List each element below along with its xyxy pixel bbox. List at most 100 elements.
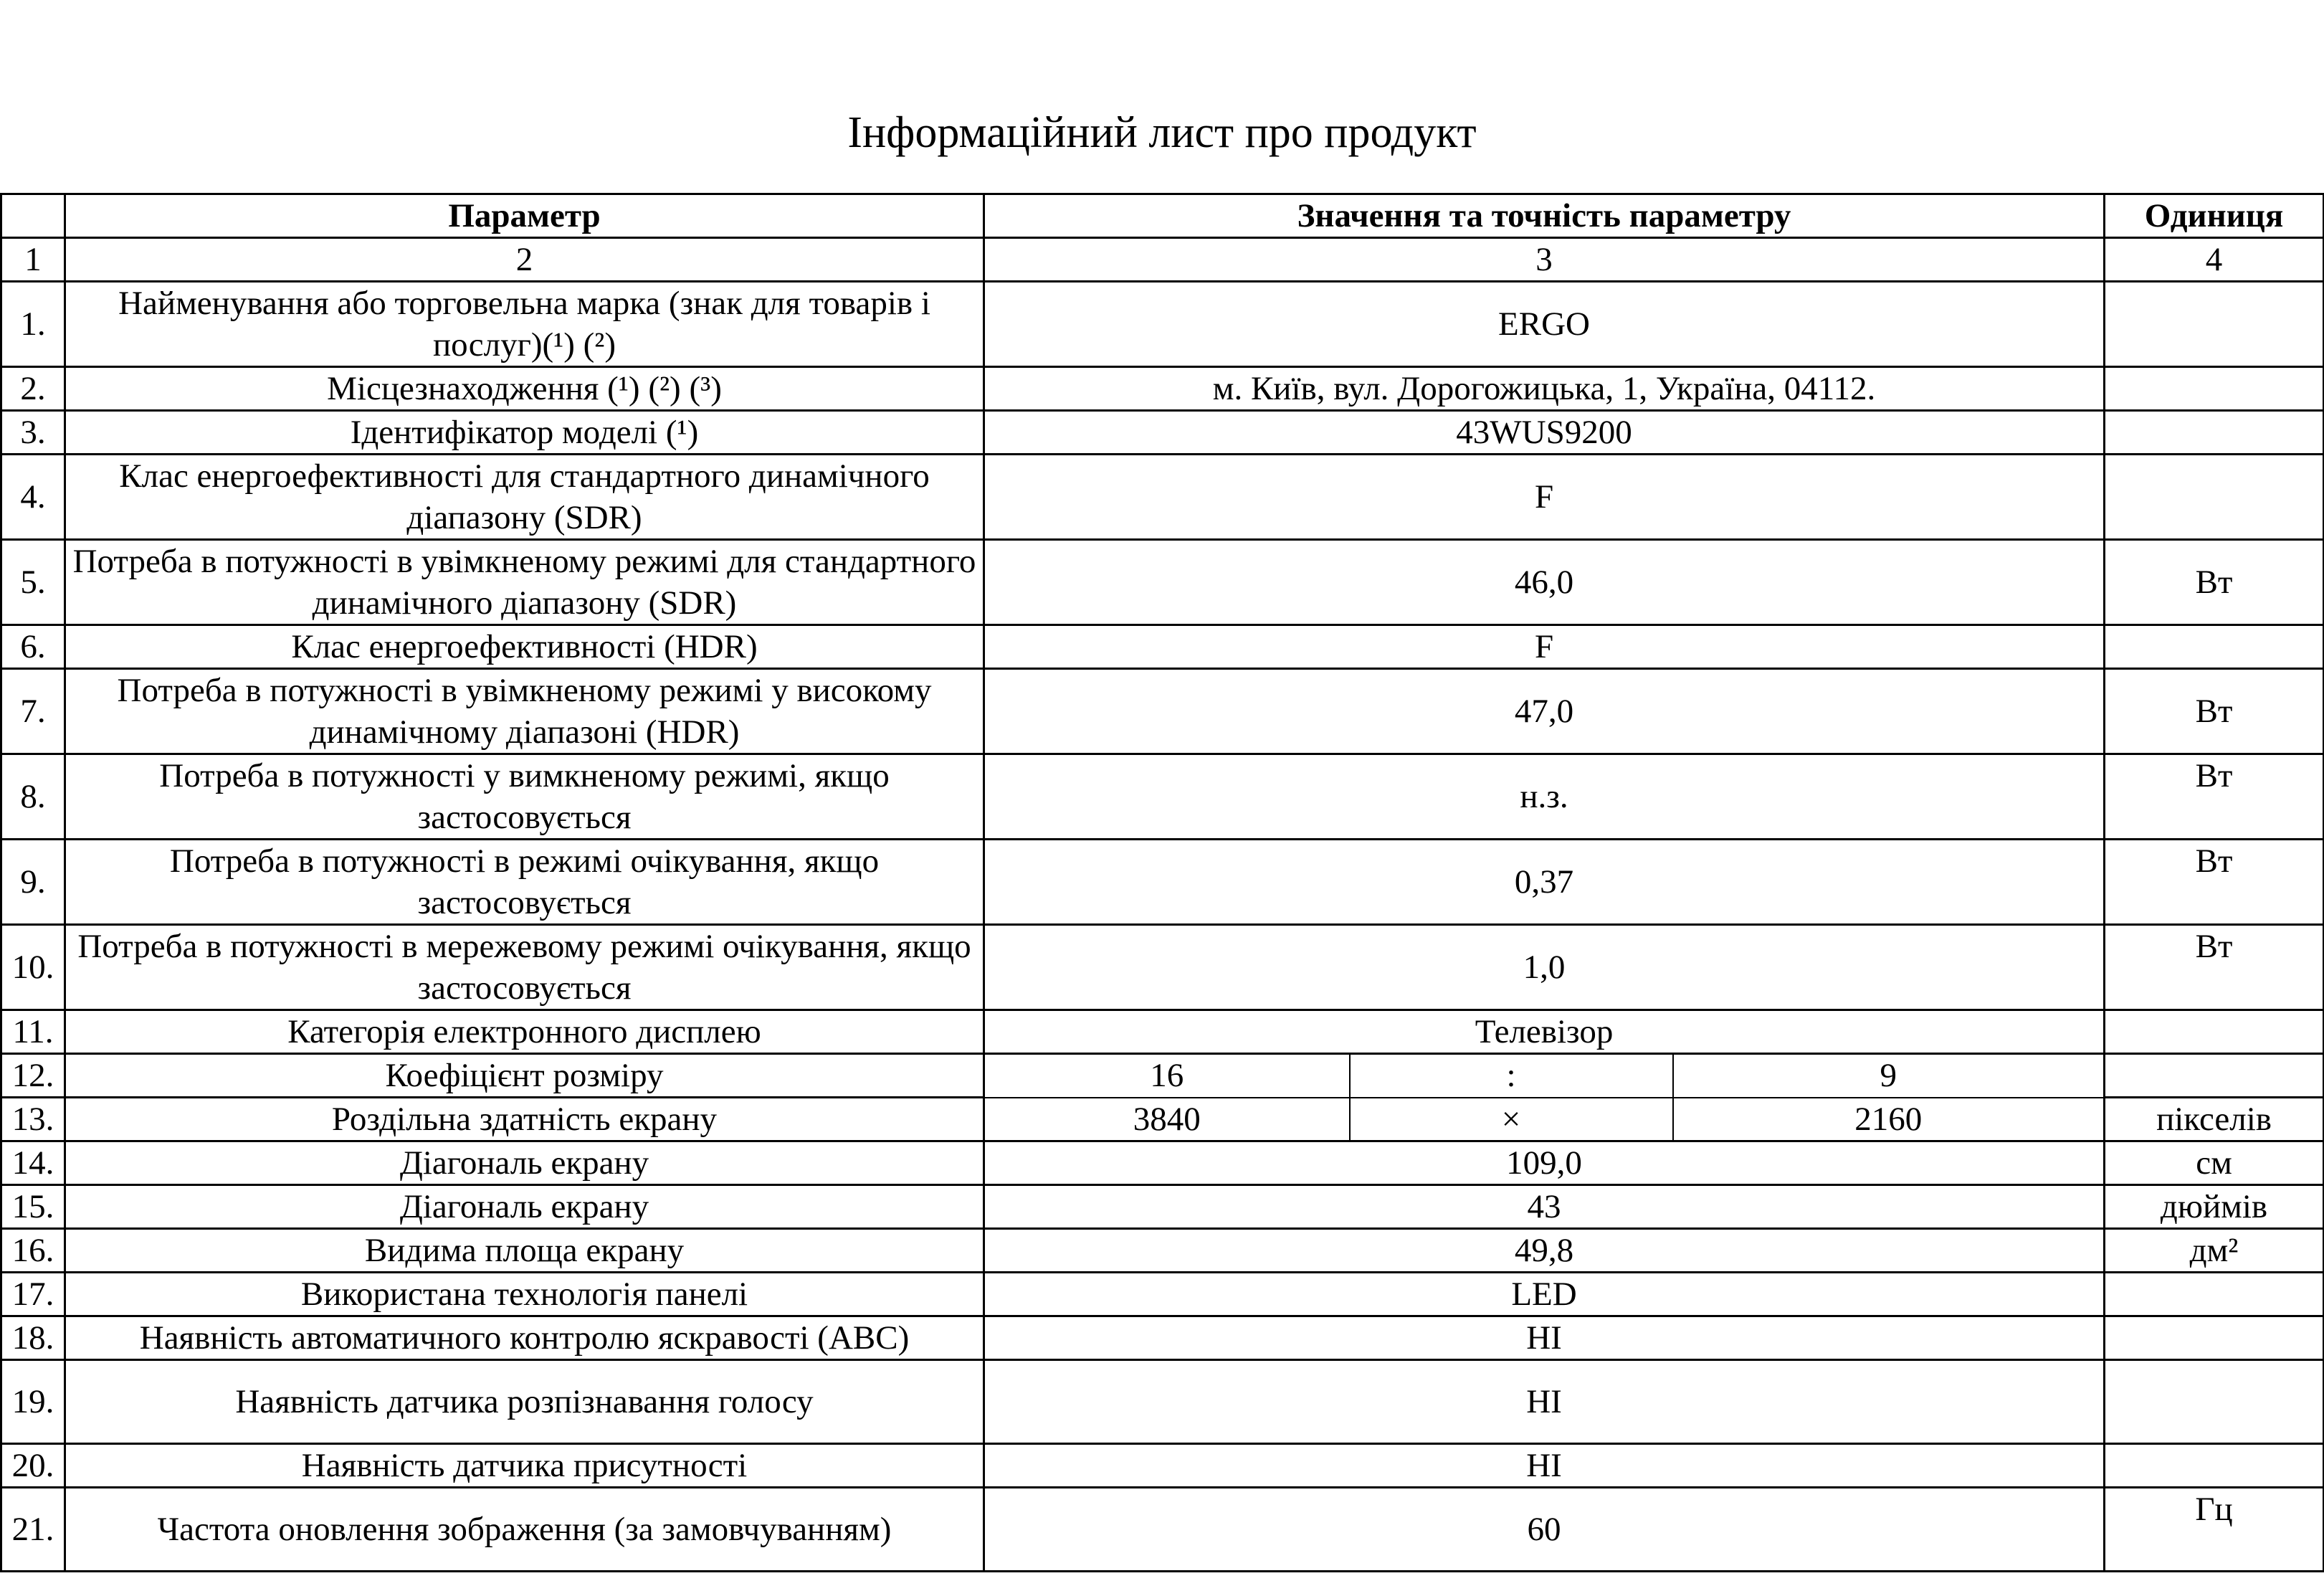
value-separator: × [1348, 1096, 1674, 1142]
table-row: 17. Використана технологія панелі LED [0, 1271, 2324, 1317]
parameter-name: Наявність автоматичного контролю яскраво… [64, 1315, 985, 1361]
table-row: 12. Коефіцієнт розміру 16:9 [0, 1053, 2324, 1098]
table-row: 9. Потреба в потужності в режимі очікуван… [0, 838, 2324, 926]
parameter-unit: дм² [2103, 1227, 2324, 1273]
numbering-row: 1 2 3 4 [0, 237, 2324, 282]
parameter-value: НІ [982, 1315, 2106, 1361]
parameter-unit [2103, 1315, 2324, 1361]
parameter-name: Потреба в потужності у вимкненому режимі… [64, 753, 985, 840]
parameter-value: 49,8 [982, 1227, 2106, 1273]
header-unit: Одиниця [2103, 193, 2324, 239]
parameter-unit [2103, 1009, 2324, 1055]
table-row: 14. Діагональ екрану 109,0 см [0, 1140, 2324, 1186]
row-number: 4. [0, 453, 66, 541]
row-number: 13. [0, 1096, 66, 1142]
table-row: 21. Частота оновлення зображення (за замо… [0, 1486, 2324, 1572]
parameter-unit [2103, 1443, 2324, 1488]
parameter-name: Частота оновлення зображення (за замовчу… [64, 1486, 985, 1572]
parameter-name: Найменування або торговельна марка (знак… [64, 280, 985, 368]
row-number: 14. [0, 1140, 66, 1186]
parameter-unit [2103, 1053, 2324, 1098]
parameter-unit: Вт [2103, 538, 2324, 626]
table-row: 16. Видима площа екрану 49,8 дм² [0, 1227, 2324, 1273]
parameter-name: Видима площа екрану [64, 1227, 985, 1273]
parameter-name: Діагональ екрану [64, 1184, 985, 1230]
parameter-name: Потреба в потужності в мережевому режимі… [64, 923, 985, 1011]
table-row: 5. Потреба в потужності в увімкненому реж… [0, 538, 2324, 626]
col-number-1: 1 [0, 237, 66, 282]
parameter-unit: Вт [2103, 753, 2324, 840]
parameter-unit: Вт [2103, 668, 2324, 755]
value-separator: : [1348, 1053, 1674, 1098]
table-row: 15. Діагональ екрану 43 дюймів [0, 1184, 2324, 1230]
parameter-value: Телевізор [982, 1009, 2106, 1055]
parameter-unit [2103, 409, 2324, 455]
row-number: 17. [0, 1271, 66, 1317]
parameter-name: Потреба в потужності в режимі очікування… [64, 838, 985, 926]
table-row: 6. Клас енергоефективності (HDR) F [0, 624, 2324, 670]
parameter-name: Категорія електронного дисплею [64, 1009, 985, 1055]
parameter-unit [2103, 624, 2324, 670]
parameter-name: Наявність датчика розпізнавання голосу [64, 1359, 985, 1445]
parameter-unit [2103, 1271, 2324, 1317]
parameter-value: 0,37 [982, 838, 2106, 926]
parameter-value: 109,0 [982, 1140, 2106, 1186]
col-number-4: 4 [2103, 237, 2324, 282]
row-number: 11. [0, 1009, 66, 1055]
header-value: Значення та точність параметру [982, 193, 2106, 239]
row-number: 18. [0, 1315, 66, 1361]
row-number: 5. [0, 538, 66, 626]
parameter-name: Потреба в потужності в увімкненому режим… [64, 538, 985, 626]
row-number: 1. [0, 280, 66, 368]
parameter-unit [2103, 366, 2324, 412]
parameter-unit: пікселів [2103, 1096, 2324, 1142]
parameter-value: ERGO [982, 280, 2106, 368]
row-number: 15. [0, 1184, 66, 1230]
table-row: 10. Потреба в потужності в мережевому реж… [0, 923, 2324, 1011]
row-number: 8. [0, 753, 66, 840]
parameter-unit: см [2103, 1140, 2324, 1186]
parameter-value: 43 [982, 1184, 2106, 1230]
table-row: 3. Ідентифікатор моделі (¹) 43WUS9200 [0, 409, 2324, 455]
product-info-table: Параметр Значення та точність параметру … [0, 193, 2324, 1572]
parameter-name: Клас енергоефективності для стандартного… [64, 453, 985, 541]
parameter-unit: дюймів [2103, 1184, 2324, 1230]
parameter-name: Роздільна здатність екрану [64, 1096, 985, 1142]
table-row: 4. Клас енергоефективності для стандартно… [0, 453, 2324, 541]
value-part-2: 9 [1672, 1053, 2105, 1098]
parameter-value: LED [982, 1271, 2106, 1317]
parameter-name: Місцезнаходження (¹) (²) (³) [64, 366, 985, 412]
parameter-name: Діагональ екрану [64, 1140, 985, 1186]
document-title: Інформаційний лист про продукт [847, 108, 1477, 157]
table-row: 1. Найменування або торговельна марка (зн… [0, 280, 2324, 368]
col-number-2: 2 [64, 237, 985, 282]
header-row: Параметр Значення та точність параметру … [0, 193, 2324, 239]
parameter-unit [2103, 453, 2324, 541]
row-number: 3. [0, 409, 66, 455]
parameter-name: Потреба в потужності в увімкненому режим… [64, 668, 985, 755]
parameter-value: НІ [982, 1443, 2106, 1488]
row-number: 16. [0, 1227, 66, 1273]
value-part-1: 3840 [983, 1096, 1351, 1142]
parameter-unit: Гц [2103, 1486, 2324, 1572]
table-row: 8. Потреба в потужності у вимкненому режи… [0, 753, 2324, 840]
row-number: 9. [0, 838, 66, 926]
parameter-value: F [982, 453, 2106, 541]
value-part-1: 16 [983, 1053, 1351, 1098]
row-number: 6. [0, 624, 66, 670]
table-row: 7. Потреба в потужності в увімкненому реж… [0, 668, 2324, 755]
row-number: 19. [0, 1359, 66, 1445]
parameter-value: 47,0 [982, 668, 2106, 755]
parameter-value: 43WUS9200 [982, 409, 2106, 455]
header-no [0, 193, 66, 239]
parameter-value: НІ [982, 1359, 2106, 1445]
parameter-value: 46,0 [982, 538, 2106, 626]
row-number: 2. [0, 366, 66, 412]
parameter-unit: Вт [2103, 923, 2324, 1011]
parameter-value: 1,0 [982, 923, 2106, 1011]
parameter-unit [2103, 280, 2324, 368]
parameter-name: Клас енергоефективності (HDR) [64, 624, 985, 670]
table-row: 20. Наявність датчика присутності НІ [0, 1443, 2324, 1488]
parameter-name: Наявність датчика присутності [64, 1443, 985, 1488]
table-row: 2. Місцезнаходження (¹) (²) (³) м. Київ, в… [0, 366, 2324, 412]
